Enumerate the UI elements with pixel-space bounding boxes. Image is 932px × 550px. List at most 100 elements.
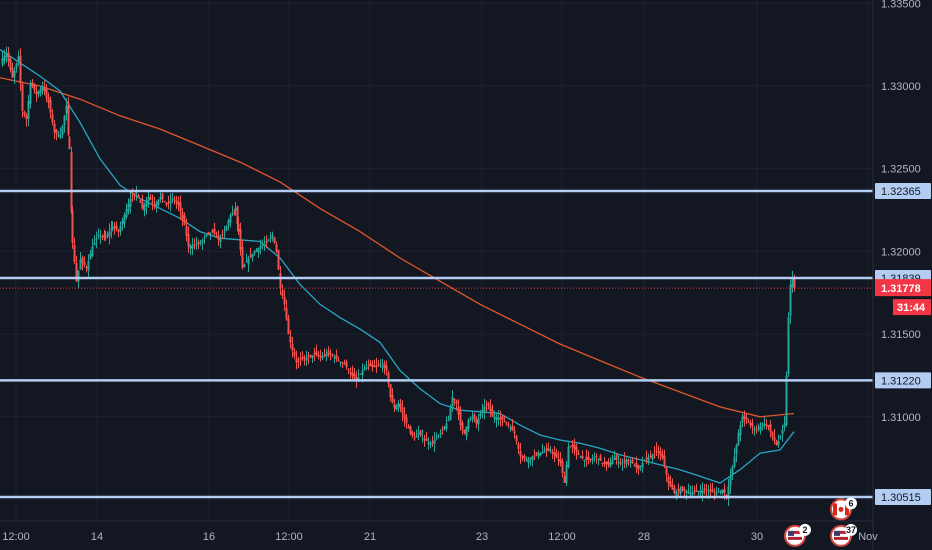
candle-body [715,492,718,495]
candle-body [135,191,138,194]
event-badge-6[interactable]: 6 [830,497,857,521]
candle-body [323,354,326,356]
candle-body [439,432,442,435]
horizontal-levels[interactable] [0,189,873,499]
event-badges[interactable]: 2 6 37 [784,497,857,547]
candle-body [319,355,322,358]
level-price-label[interactable]: 1.31220 [875,372,931,389]
candle-body [705,489,708,491]
candle-body [765,423,768,426]
candle [739,420,742,442]
candle [47,92,50,109]
candle-body [435,438,438,440]
current-price-label[interactable]: 1.31778 [875,279,931,297]
candle [763,417,766,430]
event-badge-37[interactable]: 37 [830,523,857,547]
candle [171,193,174,204]
candle [113,222,116,235]
candle [261,239,264,250]
candle [441,425,444,435]
candle [425,432,428,442]
candle-body [121,220,124,225]
candle [481,404,484,419]
candle [301,351,304,362]
candle [179,195,182,220]
candle [703,484,706,495]
candle [569,445,572,448]
candle [215,231,218,238]
candle [789,279,792,324]
candle-body [131,195,134,197]
candle-body [519,450,522,457]
candle-body [709,489,712,492]
candle-body [239,229,242,250]
candle-body [555,453,558,459]
candle [303,354,306,366]
candle [167,195,170,210]
level-price-label[interactable]: 1.32365 [875,183,931,200]
candle [699,484,702,497]
time-axis[interactable]: 12:00 14 16 12:00 21 23 12:00 28 30 Nov [2,531,878,543]
candle [427,437,430,450]
candle [143,202,146,217]
event-badge-2[interactable]: 2 [784,523,811,547]
candle [115,221,118,232]
candle-body [273,237,276,244]
candle-body [71,210,74,244]
candle-body [755,429,758,431]
candle-body [515,435,518,442]
candle-body [155,202,158,208]
candle-body [7,52,10,62]
candle [149,194,152,201]
candle-body [187,234,190,247]
candle [95,231,98,249]
candle-body [495,416,498,420]
candle [327,346,330,358]
candle [371,360,374,372]
candle-body [669,481,672,487]
candle [695,483,698,492]
candle-body [181,212,184,219]
level-price-label-box [875,183,931,200]
candle [359,373,362,375]
candle-body [471,416,474,418]
candle [349,367,352,379]
candle [653,445,656,459]
candle-body [106,234,109,237]
candle-body [171,198,174,200]
candle [555,448,558,459]
candle-body [609,462,612,467]
candle [419,429,422,438]
candle-body [685,491,688,493]
candle-body [483,406,486,412]
level-price-label[interactable]: 1.30515 [875,489,931,506]
candle-body [185,225,188,236]
candle [519,442,522,464]
candle-body [501,416,504,421]
candle-body [575,447,578,453]
price-axis[interactable]: 1.323651.318391.312201.305151.335001.330… [875,0,931,506]
candle [289,330,292,349]
candle-body [395,406,398,410]
candle-body [113,226,116,229]
time-tick-label: 12:00 [2,531,30,543]
candle-body [359,373,362,375]
candle [735,443,738,463]
time-tick-label: 14 [91,531,103,543]
candle [381,358,384,373]
candle [15,62,18,73]
candle [433,432,436,453]
candle-body [791,277,794,288]
time-tick-label: 21 [364,531,376,543]
candle-body [101,236,104,238]
candle-body [547,448,550,451]
candle-body [159,196,162,199]
candle [635,456,638,473]
flag-canton-icon [788,530,794,536]
candle [193,238,196,250]
candle-body [443,426,446,429]
candle [553,446,556,463]
candle-body [383,362,386,369]
